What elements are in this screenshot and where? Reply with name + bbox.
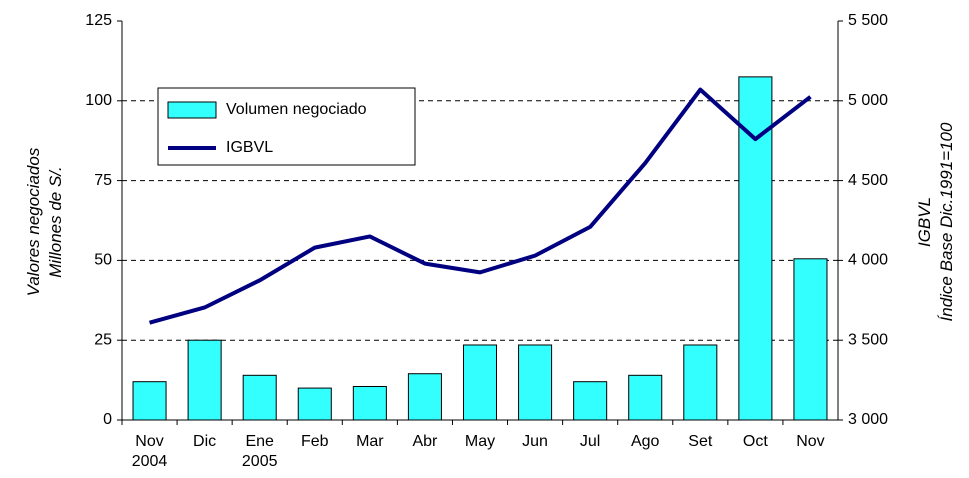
y2-tick-label: 3 500 <box>848 331 888 348</box>
bar <box>628 374 663 421</box>
bar <box>518 344 553 421</box>
bar <box>132 381 167 421</box>
bar <box>242 374 277 421</box>
x-tick-label: Jul <box>579 433 601 450</box>
x-tick-label: Abr <box>412 433 438 450</box>
y-tick-label: 50 <box>94 252 112 269</box>
y2-tick-label: 4 500 <box>848 172 888 189</box>
legend-swatch <box>167 101 217 119</box>
legend-label: Volumen negociado <box>226 101 367 118</box>
y-tick-label: 100 <box>85 92 112 109</box>
bar <box>187 339 222 421</box>
x-tick-label: May <box>464 433 496 450</box>
bar <box>738 76 773 421</box>
bar <box>407 373 442 421</box>
x-tick-label: Set <box>688 433 713 450</box>
y2-tick-label: 3 000 <box>848 411 888 428</box>
bar <box>793 258 828 421</box>
x-tick-label: Feb <box>300 433 329 450</box>
x-tick-label: Oct <box>742 433 768 450</box>
bar <box>683 344 718 421</box>
y2-tick-label: 4 000 <box>848 252 888 269</box>
y2-axis-label: IGBVL Índice Base Dic.1991=100 <box>915 122 956 322</box>
y-axis-label: Valores negociados Millones de S/. <box>24 147 65 297</box>
bar <box>573 381 608 421</box>
line <box>149 87 812 325</box>
legend-box <box>157 87 416 166</box>
y2-tick-label: 5 500 <box>848 12 888 29</box>
y2-tick-label: 5 000 <box>848 92 888 109</box>
x-tick-label: Nov 2004 <box>131 433 168 470</box>
bar <box>462 344 498 421</box>
bar <box>297 387 332 421</box>
x-tick-label: Jun <box>522 433 548 450</box>
y-tick-label: 25 <box>94 331 112 348</box>
legend-label: IGBVL <box>226 139 273 156</box>
y-tick-label: 125 <box>85 12 112 29</box>
x-tick-label: Ene 2005 <box>241 433 278 470</box>
y-tick-label: 0 <box>103 411 112 428</box>
x-tick-label: Ago <box>630 433 660 450</box>
x-tick-label: Nov <box>796 433 825 450</box>
bar <box>352 385 387 421</box>
x-tick-label: Dic <box>193 433 217 450</box>
x-tick-label: Mar <box>356 433 384 450</box>
y-tick-label: 75 <box>94 172 112 189</box>
